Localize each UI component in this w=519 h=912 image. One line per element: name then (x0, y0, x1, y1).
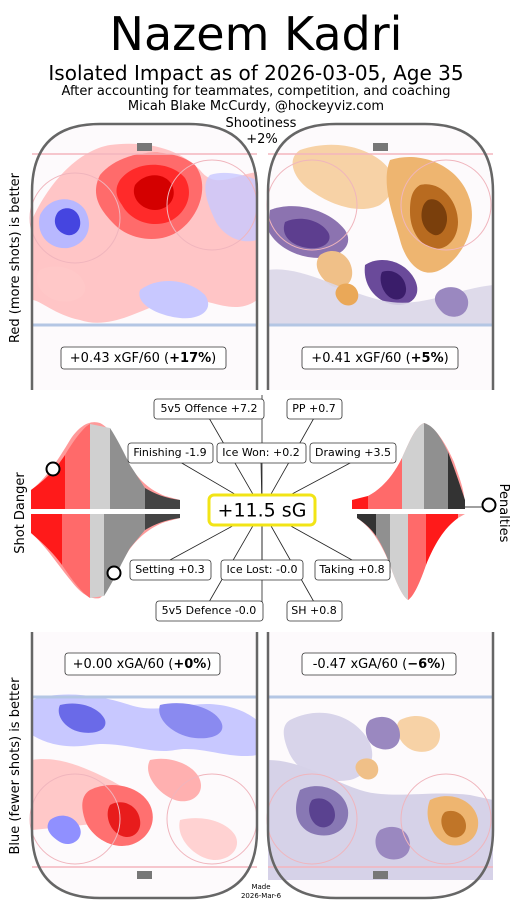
stat-pct: +17% (169, 351, 211, 366)
axis-label-blue-better: Blue (fewer shots) is better (8, 677, 23, 855)
total-impact: +11.5 sG (207, 493, 317, 527)
chart-title: Nazem Kadri (110, 7, 403, 61)
component-label: Ice Won: +0.2 (222, 446, 299, 459)
rink-defence-even (29, 632, 259, 900)
component-drawing: Drawing +3.5 (309, 442, 397, 464)
component-setting: Setting +0.3 (129, 559, 212, 581)
component-pp: PP +0.7 (286, 398, 343, 420)
footer-made: Made (251, 883, 270, 891)
stat-xgf-pp: +0.41 xGF/60 (+5%) (301, 346, 459, 370)
component-ice-lost: Ice Lost: -0.0 (220, 559, 304, 581)
rink-defence-sh (266, 632, 495, 900)
total-impact-value: +11.5 sG (218, 500, 307, 522)
stat-xga-even: +0.00 xGA/60 (+0%) (64, 652, 221, 676)
footer-date: 2026-Mar-6 (241, 892, 282, 900)
rink-offence-even (29, 122, 259, 390)
component-label: Drawing +3.5 (315, 446, 391, 459)
component-label: Finishing -1.9 (133, 446, 206, 459)
component-ice-won: Ice Won: +0.2 (216, 442, 307, 464)
stat-xga-sh: -0.47 xGA/60 (−6%) (301, 652, 457, 676)
rink-offence-pp (266, 122, 495, 390)
shot-danger-defence-marker (106, 565, 122, 581)
stat-value: +0.41 xGF/60 ( (311, 351, 410, 366)
axis-label-red-better: Red (more shots) is better (8, 172, 23, 343)
component-label: Setting +0.3 (135, 563, 205, 576)
penalties-marker (481, 497, 497, 513)
shot-danger-offence-marker (45, 461, 61, 477)
svg-text:+0.43 xGF/60 (+17%): +0.43 xGF/60 (+17%) (70, 351, 216, 366)
component-label: 5v5 Offence +7.2 (160, 402, 257, 415)
component-label: PP +0.7 (292, 402, 335, 415)
component-taking: Taking +0.8 (314, 559, 391, 581)
chart-note: After accounting for teammates, competit… (62, 84, 451, 99)
stat-close: ) (444, 351, 449, 366)
stat-pct: −6% (407, 657, 440, 672)
component-label: Ice Lost: -0.0 (227, 563, 298, 576)
component-label: 5v5 Defence -0.0 (162, 604, 257, 617)
chart-credit: Micah Blake McCurdy, @hockeyviz.com (128, 99, 384, 114)
component-5v5-defence: 5v5 Defence -0.0 (155, 600, 264, 622)
stat-pct: +5% (411, 351, 444, 366)
stat-close: ) (211, 351, 216, 366)
stat-value: +0.00 xGA/60 ( (73, 657, 174, 672)
stat-xgf-even: +0.43 xGF/60 (+17%) (60, 346, 227, 370)
stat-pct: +0% (173, 657, 206, 672)
svg-text:+0.41 xGF/60 (+5%): +0.41 xGF/60 (+5%) (311, 351, 448, 366)
component-label: SH +0.8 (291, 604, 336, 617)
shootiness-value: +2% (246, 132, 278, 147)
stat-value: +0.43 xGF/60 ( (70, 351, 169, 366)
chart-subtitle: Isolated Impact as of 2026-03-05, Age 35 (48, 61, 463, 85)
axis-label-shot-danger: Shot Danger (13, 472, 28, 554)
penalties-distribution (352, 423, 497, 600)
stat-close: ) (440, 657, 445, 672)
shot-danger-distribution (31, 422, 180, 599)
axis-label-penalties: Penalties (496, 484, 511, 543)
stat-close: ) (206, 657, 211, 672)
component-label: Taking +0.8 (318, 563, 384, 576)
component-5v5-offence: 5v5 Offence +7.2 (153, 398, 265, 420)
component-finishing: Finishing -1.9 (127, 442, 214, 464)
svg-text:+0.00 xGA/60 (+0%): +0.00 xGA/60 (+0%) (73, 657, 212, 672)
svg-text:-0.47 xGA/60 (−6%): -0.47 xGA/60 (−6%) (313, 657, 446, 672)
shootiness-label: Shootiness (226, 116, 297, 131)
component-sh: SH +0.8 (286, 600, 343, 622)
stat-value: -0.47 xGA/60 ( (313, 657, 408, 672)
